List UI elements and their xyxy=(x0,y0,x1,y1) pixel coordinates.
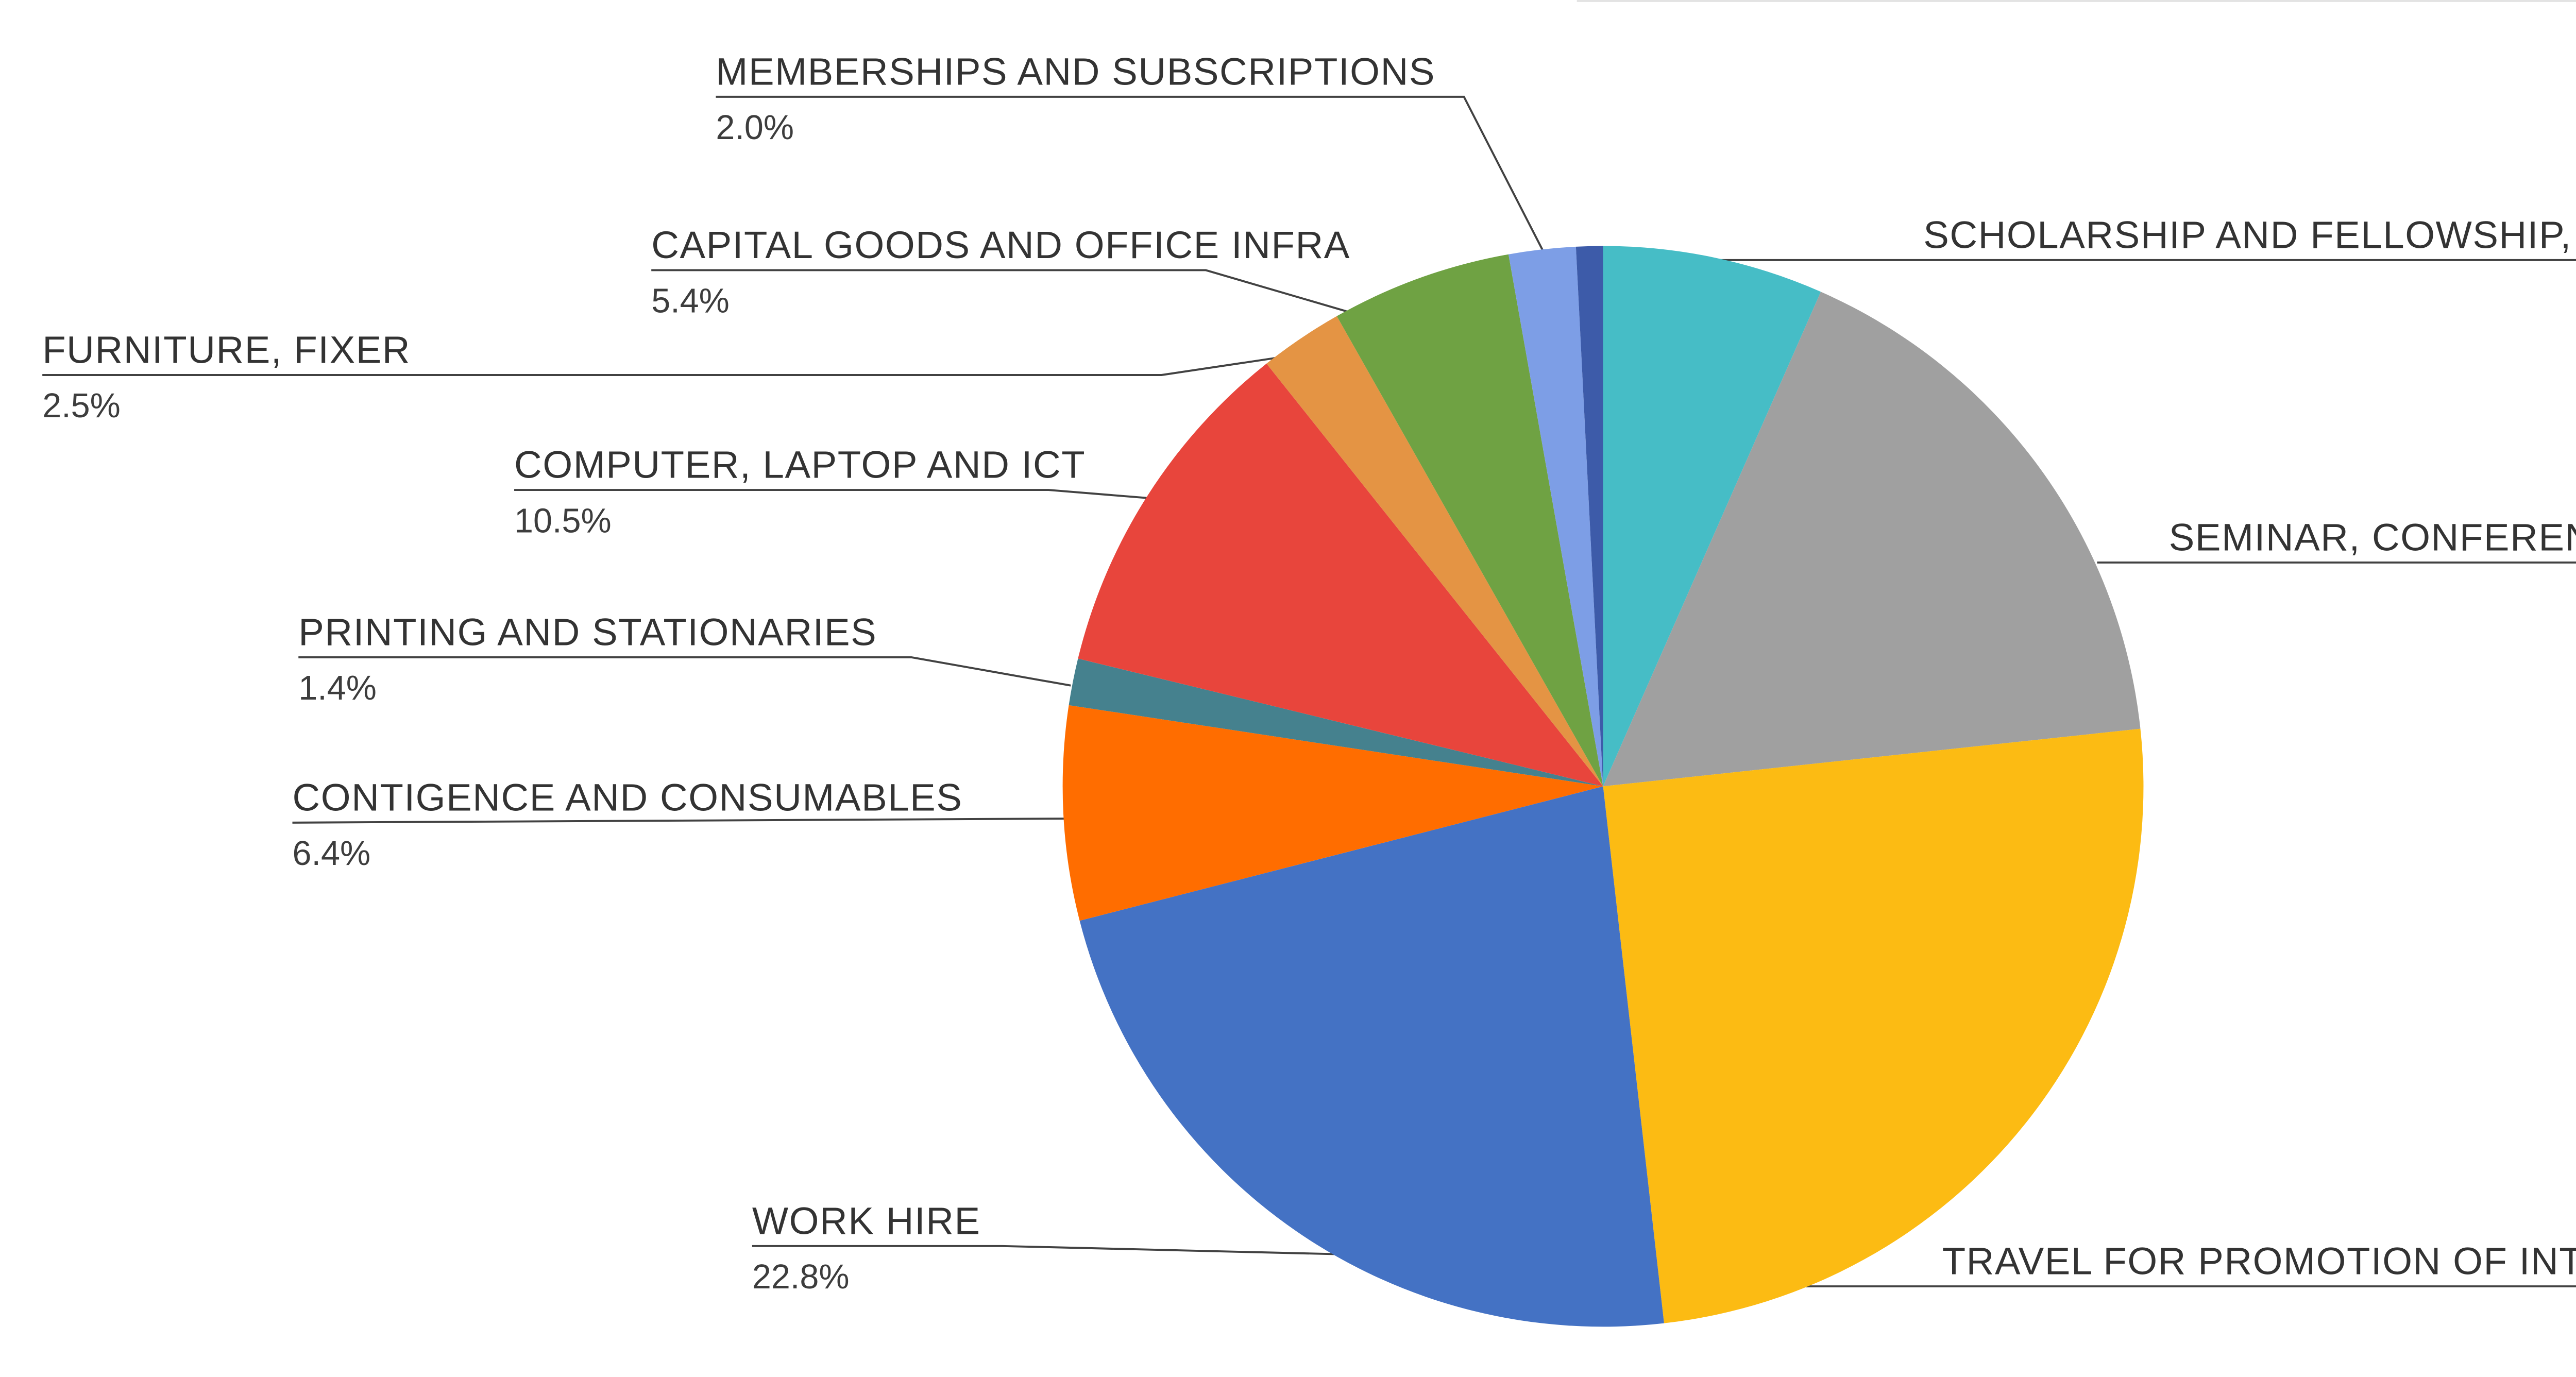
pie-slice-5[interactable] xyxy=(1069,658,1603,787)
pie-slice-2[interactable] xyxy=(1603,728,2144,1323)
slice-percent: 6.4% xyxy=(292,835,371,873)
callout-contigence: CONTIGENCE AND CONSUMABLES 6.4% xyxy=(293,778,963,875)
callout-scholarship: SCHOLARSHIP AND FELLOWSHIP, AWARDS, REWA… xyxy=(1923,216,2576,313)
pie-slice-0[interactable] xyxy=(1603,246,1821,787)
callout-seminar: SEMINAR, CONFERENCE, EVENTS AND DELE... … xyxy=(2169,518,2576,615)
pie-slice-10[interactable] xyxy=(1575,246,1603,787)
pie-slice-1[interactable] xyxy=(1603,292,2141,787)
slice-label: PRINTING AND STATIONARIES xyxy=(298,613,877,656)
pie-slices-group xyxy=(1062,246,2144,1327)
callout-memberships: MEMBERSHIPS AND SUBSCRIPTIONS 2.0% xyxy=(716,53,1435,149)
slice-label: CAPITAL GOODS AND OFFICE INFRA xyxy=(651,226,1350,268)
leader-line-memberships xyxy=(716,95,1544,251)
slice-label: WORK HIRE xyxy=(752,1201,981,1244)
slice-percent: 2.5% xyxy=(42,387,121,426)
pie-slice-6[interactable] xyxy=(1078,363,1603,787)
pie-slice-8[interactable] xyxy=(1336,254,1603,787)
slice-percent: 2.0% xyxy=(716,109,794,147)
slice-percent: 10.5% xyxy=(514,502,612,540)
callout-computer: COMPUTER, LAPTOP AND ICT 10.5% xyxy=(514,446,1086,542)
slice-label: CONTIGENCE AND CONSUMABLES xyxy=(292,778,963,821)
leader-line-contigence xyxy=(292,818,1065,824)
slice-label: TRAVEL FOR PROMOTION OF INTERNATIONAL RE… xyxy=(1942,1242,2576,1285)
slice-label: SEMINAR, CONFERENCE, EVENTS AND DELE... xyxy=(2168,518,2576,561)
slice-label: SCHOLARSHIP AND FELLOWSHIP, AWARDS, REWA… xyxy=(1923,215,2576,258)
callout-furniture: FURNITURE, FIXER 2.5% xyxy=(42,331,411,428)
leader-line-capital-goods xyxy=(651,269,1372,320)
callout-travel: TRAVEL FOR PROMOTION OF INTERNATIONAL RE… xyxy=(1942,1242,2576,1339)
leader-line-printing xyxy=(298,656,1071,687)
slice-label: FURNITURE, FIXER xyxy=(42,330,411,373)
pie-slice-4[interactable] xyxy=(1062,705,1603,921)
pie-slice-7[interactable] xyxy=(1266,316,1603,787)
slice-percent: 24.9% xyxy=(1942,1299,2576,1339)
slice-percent: 5.4% xyxy=(651,282,730,321)
callout-capital-goods: CAPITAL GOODS AND OFFICE INFRA 5.4% xyxy=(651,226,1350,322)
leader-line-computer xyxy=(514,489,1148,499)
callout-printing: PRINTING AND STATIONARIES 1.4% xyxy=(298,613,877,710)
slice-percent: 16.7% xyxy=(2169,574,2576,615)
callout-work-hire: WORK HIRE 22.8% xyxy=(752,1202,981,1299)
pie-slice-3[interactable] xyxy=(1079,786,1664,1327)
slice-label: COMPUTER, LAPTOP AND ICT xyxy=(514,445,1086,488)
pie-slice-9[interactable] xyxy=(1508,246,1603,787)
slice-percent: 6.6% xyxy=(1923,272,2576,312)
slice-percent: 1.4% xyxy=(298,669,377,708)
slice-percent: 22.8% xyxy=(752,1258,850,1297)
leader-line-furniture xyxy=(42,353,1297,376)
slice-label: MEMBERSHIPS AND SUBSCRIPTIONS xyxy=(716,52,1436,95)
leader-line-work-hire xyxy=(752,1245,1335,1255)
